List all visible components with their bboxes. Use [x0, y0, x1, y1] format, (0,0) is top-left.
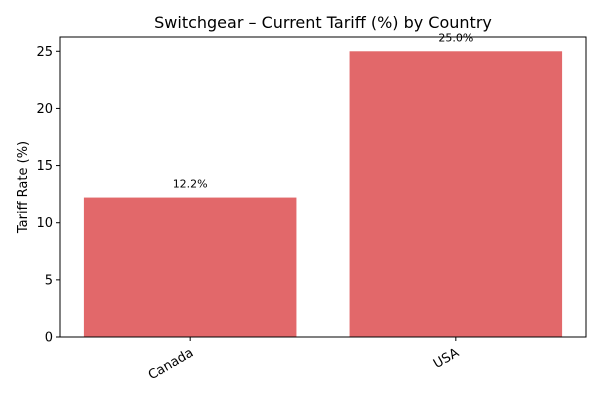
bars-group: 12.2% 25.0%: [83, 31, 563, 338]
y-tick-label: 15: [36, 159, 53, 174]
data-label-usa: 25.0%: [438, 31, 473, 44]
y-tick-label: 20: [36, 102, 53, 117]
x-tick-label-usa: USA: [431, 345, 462, 371]
y-tick-label: 5: [45, 273, 53, 288]
bar-canada: [83, 197, 297, 337]
x-tick-label-canada: Canada: [146, 345, 196, 383]
y-axis-label: Tariff Rate (%): [16, 141, 31, 234]
y-tick-label: 0: [45, 331, 53, 346]
y-tick-label: 10: [36, 216, 53, 231]
y-ticks-group: 0 5 10 15 20 25: [36, 45, 60, 346]
y-tick-label: 25: [36, 45, 53, 60]
bar-usa: [349, 51, 563, 338]
chart-title: Switchgear – Current Tariff (%) by Count…: [154, 13, 492, 32]
x-ticks-group: Canada USA: [146, 337, 462, 383]
data-label-canada: 12.2%: [173, 178, 208, 191]
plot-frame: [59, 36, 587, 338]
